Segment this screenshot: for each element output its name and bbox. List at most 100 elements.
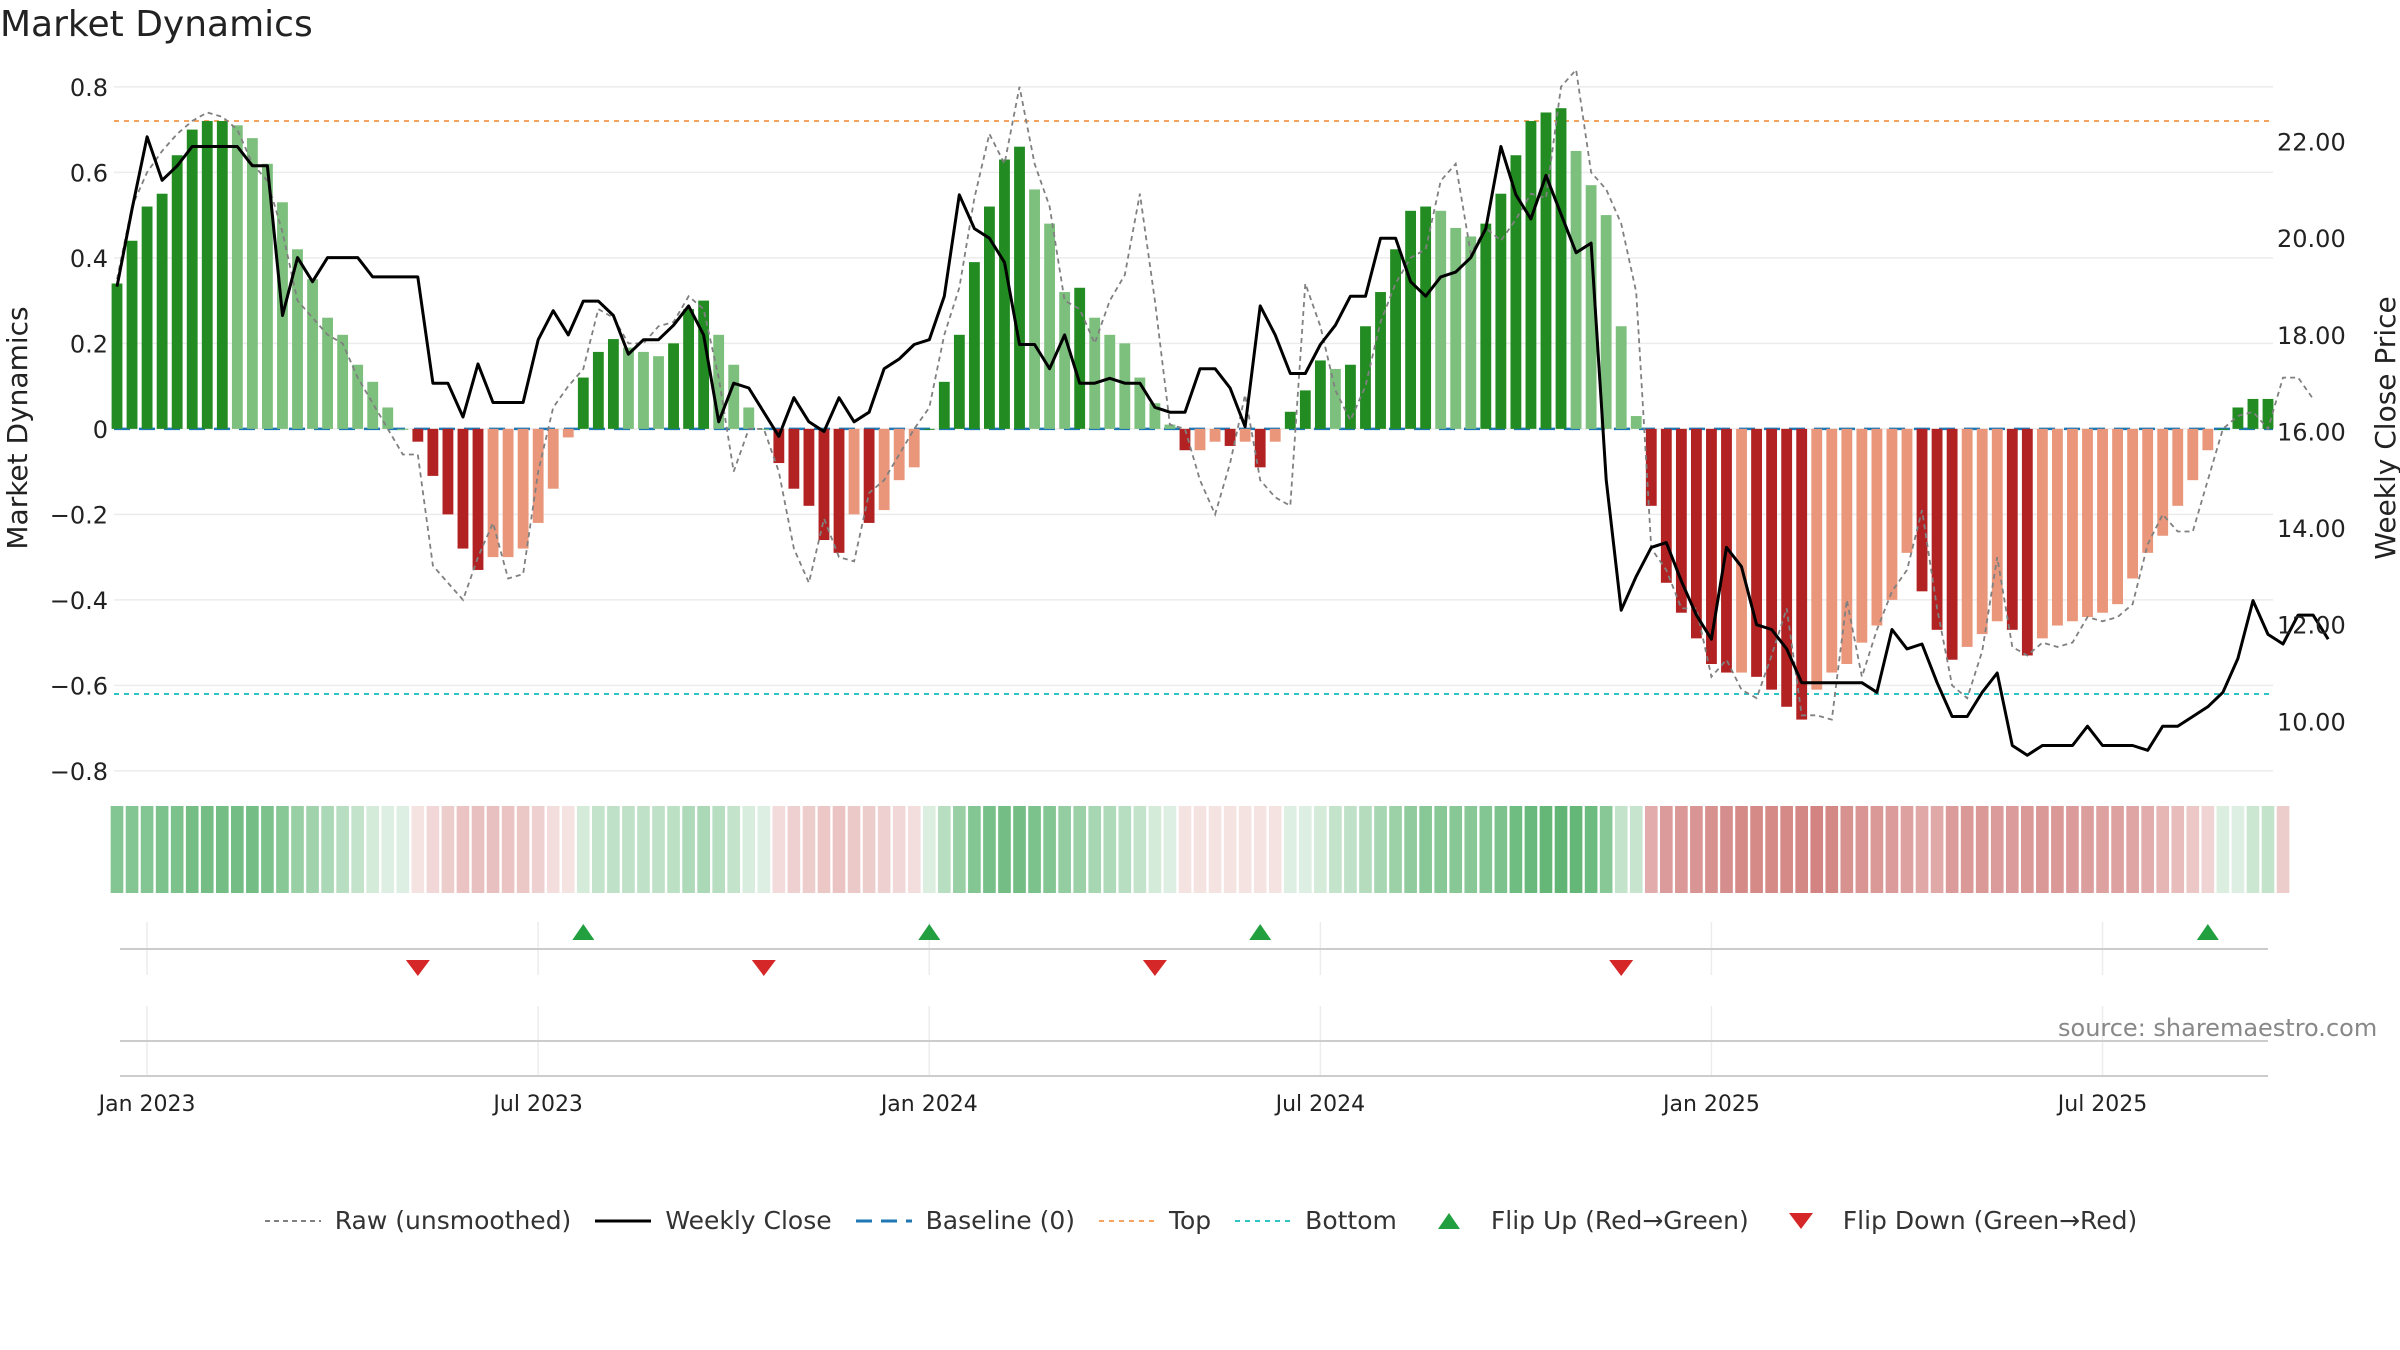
regime-cell	[637, 806, 650, 893]
momentum-bar	[1976, 428, 1988, 635]
momentum-bar	[1450, 227, 1462, 429]
momentum-bar	[698, 300, 710, 429]
regime-cell	[471, 806, 485, 893]
flip-up-marker	[1249, 924, 1272, 940]
momentum-bar	[953, 334, 965, 429]
regime-cell	[1118, 806, 1132, 893]
regime-cell	[231, 806, 244, 893]
regime-cell	[140, 806, 154, 893]
regime-cell	[1298, 806, 1312, 893]
flip-down-marker	[405, 960, 430, 976]
momentum-bar	[427, 428, 439, 476]
momentum-bar	[833, 428, 845, 553]
momentum-bar	[592, 351, 604, 429]
regime-cell	[1449, 806, 1463, 893]
momentum-bar	[1991, 428, 2003, 622]
momentum-bar	[1841, 428, 1853, 665]
x-tick-label: Jul 2024	[1274, 1092, 1366, 1117]
regime-cell	[1660, 806, 1673, 893]
y-left-tick-label: 0.6	[70, 159, 108, 187]
x-tick-label: Jul 2025	[2056, 1092, 2148, 1117]
momentum-bar	[532, 428, 544, 523]
regime-cell	[1494, 806, 1508, 893]
momentum-bar	[923, 428, 935, 430]
source-credit: source: sharemaestro.com	[2058, 1014, 2378, 1042]
regime-cell	[1720, 806, 1733, 893]
regime-cell	[1479, 806, 1493, 893]
momentum-bar	[1555, 108, 1567, 429]
momentum-bar	[758, 428, 770, 430]
regime-cell	[2216, 806, 2230, 893]
regime-cell	[1283, 806, 1297, 893]
momentum-bar	[984, 206, 995, 429]
regime-cell	[622, 806, 635, 893]
regime-cell	[1780, 806, 1793, 893]
momentum-bar	[201, 121, 213, 429]
legend-label: Flip Down (Green→Red)	[1842, 1206, 2138, 1235]
regime-cell	[2036, 806, 2049, 893]
regime-cell	[1058, 806, 1071, 893]
regime-cell	[456, 806, 470, 893]
momentum-bar	[1465, 236, 1477, 429]
y-right-tick-label: 22.00	[2277, 129, 2346, 157]
momentum-bar	[2127, 428, 2139, 579]
legend-label: Baseline (0)	[925, 1206, 1075, 1235]
regime-cell	[1840, 806, 1854, 893]
regime-cell	[727, 806, 741, 893]
regime-cell	[1073, 806, 1087, 893]
momentum-bar	[623, 347, 634, 429]
y-right-tick-label: 14.00	[2277, 515, 2346, 543]
flipup-legend-swatch	[1437, 1212, 1460, 1229]
momentum-bar	[1856, 428, 1868, 643]
momentum-bar	[1329, 369, 1341, 429]
regime-cell	[501, 806, 515, 893]
momentum-bar	[1405, 210, 1417, 429]
regime-cell	[546, 806, 560, 893]
momentum-bar	[1690, 428, 1702, 639]
regime-cell	[336, 806, 349, 893]
momentum-bar	[683, 309, 695, 429]
regime-cell	[1810, 806, 1824, 893]
raw-line	[116, 67, 2314, 721]
legend-item-close: Weekly Close	[593, 1206, 832, 1235]
momentum-bar	[803, 428, 815, 506]
regime-cell	[2261, 806, 2275, 893]
regime-cell	[1900, 806, 1914, 893]
regime-cell	[892, 806, 906, 893]
momentum-bar	[1901, 428, 1913, 553]
regime-cell	[1945, 806, 1959, 893]
momentum-bar	[457, 428, 469, 549]
empty-panel	[120, 1006, 2268, 1077]
momentum-bar	[502, 428, 514, 558]
legend-label: Raw (unsmoothed)	[334, 1206, 572, 1235]
regime-cell	[1930, 806, 1944, 893]
regime-cell	[1765, 806, 1778, 893]
legend-item-flipup: Flip Up (Red→Green)	[1419, 1206, 1749, 1235]
momentum-bar	[1239, 428, 1251, 442]
regime-cell	[1509, 806, 1523, 893]
momentum-bar	[1525, 121, 1537, 429]
y-left-tick-label: −0.4	[50, 587, 108, 615]
regime-cell	[907, 806, 921, 893]
y-left-tick-label: 0.4	[70, 245, 108, 273]
regime-cell	[125, 806, 139, 893]
regime-cell	[2096, 806, 2109, 893]
momentum-bar	[863, 428, 875, 523]
regime-cell	[1088, 806, 1102, 893]
y-right-tick-label: 10.00	[2277, 708, 2346, 736]
y-left-tick-label: 0	[93, 416, 108, 444]
momentum-bar	[728, 364, 740, 429]
momentum-bar	[1871, 428, 1883, 626]
legend-item-flipdown: Flip Down (Green→Red)	[1771, 1206, 2138, 1235]
flip-markers-panel	[120, 922, 2268, 976]
momentum-bar	[1570, 150, 1582, 429]
regime-cell	[2021, 806, 2034, 893]
momentum-bar	[1314, 360, 1326, 429]
momentum-bar	[397, 428, 409, 430]
momentum-bar	[442, 428, 454, 515]
flipdown-legend-swatch	[1788, 1212, 1813, 1229]
momentum-bar	[2202, 428, 2214, 451]
y-right-tick-label: 16.00	[2277, 418, 2346, 446]
regime-cell	[411, 806, 425, 893]
